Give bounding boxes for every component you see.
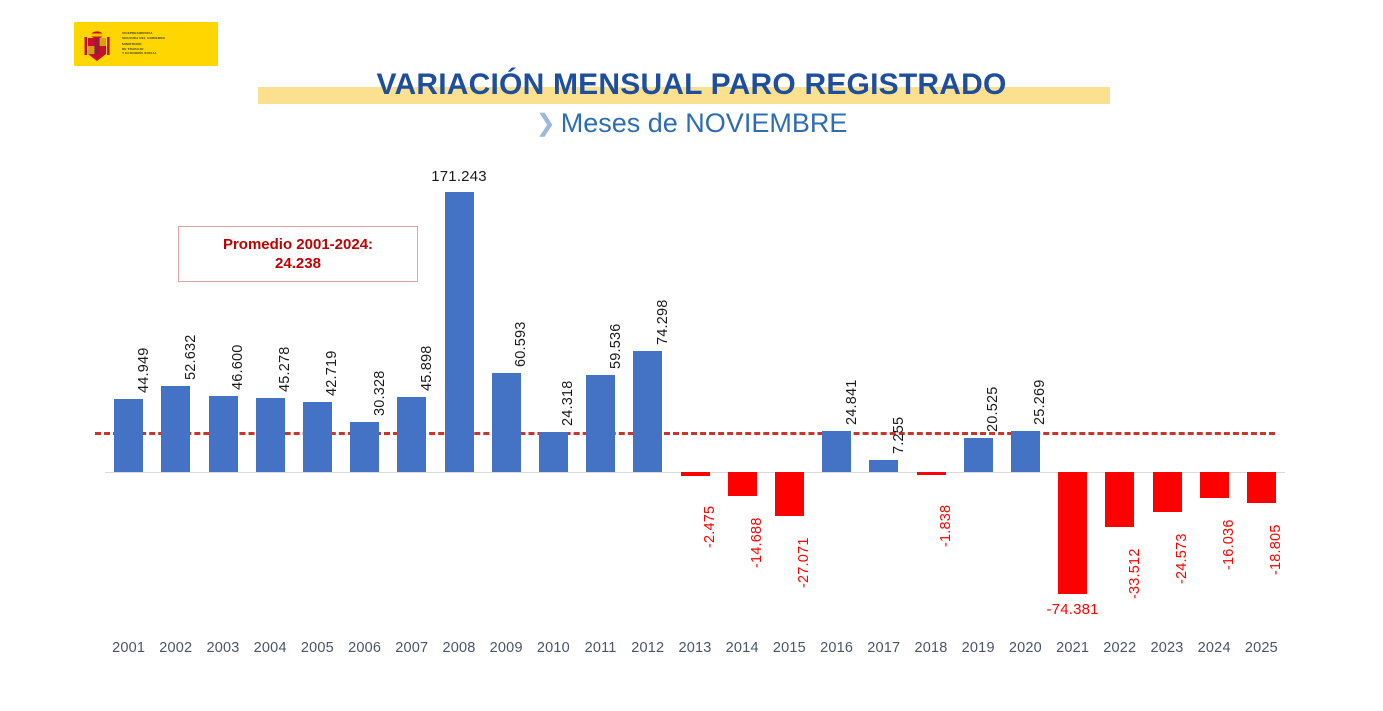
bar-2003 bbox=[208, 395, 238, 472]
value-label-2020: 25.269 bbox=[1032, 379, 1049, 425]
x-axis-label-2016: 2016 bbox=[820, 640, 854, 656]
x-axis-label-2010: 2010 bbox=[536, 640, 570, 656]
value-label-2019: 20.525 bbox=[985, 386, 1002, 433]
logo-line-5: Y ECONOMÍA SOCIAL bbox=[122, 51, 157, 56]
bar-2021 bbox=[1058, 472, 1088, 594]
value-label-2015: -27.071 bbox=[796, 537, 813, 589]
bar-2024 bbox=[1199, 472, 1229, 499]
bar-2002 bbox=[161, 385, 191, 472]
value-label-2012: 74.298 bbox=[654, 298, 671, 345]
x-axis-label-2017: 2017 bbox=[867, 640, 901, 656]
value-label-2014: -14.688 bbox=[749, 517, 766, 568]
bar-2005 bbox=[302, 402, 332, 472]
value-label-2003: 46.600 bbox=[230, 344, 246, 390]
spanish-coat-of-arms-icon bbox=[80, 24, 114, 64]
x-axis-label-2001: 2001 bbox=[112, 640, 146, 656]
x-axis-label-2013: 2013 bbox=[678, 640, 712, 656]
x-axis-label-2012: 2012 bbox=[631, 640, 665, 656]
bar-2012 bbox=[633, 350, 663, 472]
bar-2006 bbox=[350, 422, 380, 472]
bar-2015 bbox=[774, 472, 804, 517]
x-axis-label-2005: 2005 bbox=[300, 640, 334, 656]
bar-2022 bbox=[1105, 472, 1135, 527]
x-axis-label-2020: 2020 bbox=[1008, 640, 1042, 656]
x-axis-label-2003: 2003 bbox=[206, 640, 240, 656]
value-label-2005: 42.719 bbox=[324, 350, 341, 397]
logo-line-1: VICEPRESIDENCIA bbox=[122, 31, 153, 36]
bar-2009 bbox=[491, 372, 521, 472]
ministry-logo: VICEPRESIDENCIA SEGUNDA DEL GOBIERNO MIN… bbox=[74, 22, 218, 66]
x-axis-label-2004: 2004 bbox=[253, 640, 287, 656]
bar-2010 bbox=[538, 432, 568, 472]
x-axis-label-2015: 2015 bbox=[772, 640, 806, 656]
bar-2017 bbox=[869, 460, 899, 472]
bar-2008 bbox=[444, 192, 474, 472]
value-label-2025: -18.805 bbox=[1268, 524, 1285, 575]
x-axis-label-2022: 2022 bbox=[1103, 640, 1137, 656]
average-annotation-line2: 24.238 bbox=[275, 255, 321, 272]
average-reference-line bbox=[95, 432, 1275, 436]
value-label-2002: 52.632 bbox=[182, 334, 199, 380]
bar-2019 bbox=[963, 438, 993, 472]
x-axis-label-2024: 2024 bbox=[1197, 640, 1231, 656]
bar-2004 bbox=[255, 397, 285, 472]
title-highlight-bar bbox=[258, 87, 1110, 104]
logo-line-2: SEGUNDA DEL GOBIERNO bbox=[122, 35, 166, 40]
bar-2020 bbox=[1010, 430, 1040, 472]
value-label-2010: 24.318 bbox=[560, 380, 577, 427]
x-axis-label-2009: 2009 bbox=[489, 640, 523, 656]
bar-2007 bbox=[397, 396, 427, 472]
average-annotation-line1: Promedio 2001-2024: bbox=[222, 236, 374, 253]
x-axis-label-2002: 2002 bbox=[159, 640, 193, 656]
bar-2025 bbox=[1246, 472, 1276, 503]
bar-2023 bbox=[1152, 472, 1182, 513]
x-axis-label-2011: 2011 bbox=[584, 640, 617, 656]
x-axis-label-2018: 2018 bbox=[914, 640, 948, 656]
bar-2014 bbox=[727, 472, 757, 496]
value-label-2004: 45.278 bbox=[277, 346, 294, 392]
average-annotation-box: Promedio 2001-2024: 24.238 bbox=[178, 226, 418, 282]
x-axis-year-labels: 2001 2002 2003 2004 2005 2006 2007 2008 2009 2010… bbox=[105, 640, 1285, 660]
value-label-2024: -16.036 bbox=[1221, 519, 1238, 571]
value-label-2011: 59.536 bbox=[607, 323, 624, 369]
value-label-2013: -2.475 bbox=[702, 505, 718, 549]
bar-2018 bbox=[916, 472, 946, 475]
value-label-2022: -33.512 bbox=[1126, 548, 1143, 599]
bar-2016 bbox=[822, 431, 852, 472]
x-axis-label-2021: 2021 bbox=[1056, 640, 1090, 656]
logo-line-3: MINISTERIO bbox=[122, 42, 142, 47]
value-label-2016: 24.841 bbox=[843, 379, 860, 426]
value-label-2018: -1.838 bbox=[938, 504, 954, 547]
bar-2011 bbox=[586, 374, 616, 472]
x-axis-label-2006: 2006 bbox=[348, 640, 382, 656]
x-axis-label-2019: 2019 bbox=[961, 640, 995, 656]
page-subtitle: Meses de NOVIEMBRE bbox=[560, 108, 848, 138]
chevron-right-icon: ❯ bbox=[535, 110, 556, 137]
value-label-2006: 30.328 bbox=[371, 370, 388, 417]
bar-2001 bbox=[114, 398, 144, 472]
x-axis-label-2025: 2025 bbox=[1244, 640, 1278, 656]
x-axis-label-2023: 2023 bbox=[1150, 640, 1184, 656]
value-label-2023: -24.573 bbox=[1174, 533, 1190, 585]
x-axis-label-2014: 2014 bbox=[725, 640, 759, 656]
value-label-2007: 45.898 bbox=[418, 345, 435, 391]
value-label-2001: 44.949 bbox=[135, 346, 152, 393]
x-axis-label-2007: 2007 bbox=[395, 640, 429, 656]
logo-text-block: VICEPRESIDENCIA SEGUNDA DEL GOBIERNO MIN… bbox=[122, 31, 166, 56]
page-subtitle-container: ❯ Meses de NOVIEMBRE bbox=[0, 108, 1383, 139]
page-title: VARIACIÓN MENSUAL PARO REGISTRADO bbox=[376, 68, 1007, 101]
bar-2013 bbox=[680, 472, 710, 477]
logo-line-4: DE TRABAJO bbox=[122, 46, 144, 51]
value-label-2021: -74.381 bbox=[1046, 600, 1099, 618]
value-label-2009: 60.593 bbox=[513, 321, 530, 367]
value-label-2017: 7.255 bbox=[890, 416, 907, 455]
value-label-2008: 171.243 bbox=[431, 168, 487, 186]
x-axis-label-2008: 2008 bbox=[442, 640, 476, 656]
